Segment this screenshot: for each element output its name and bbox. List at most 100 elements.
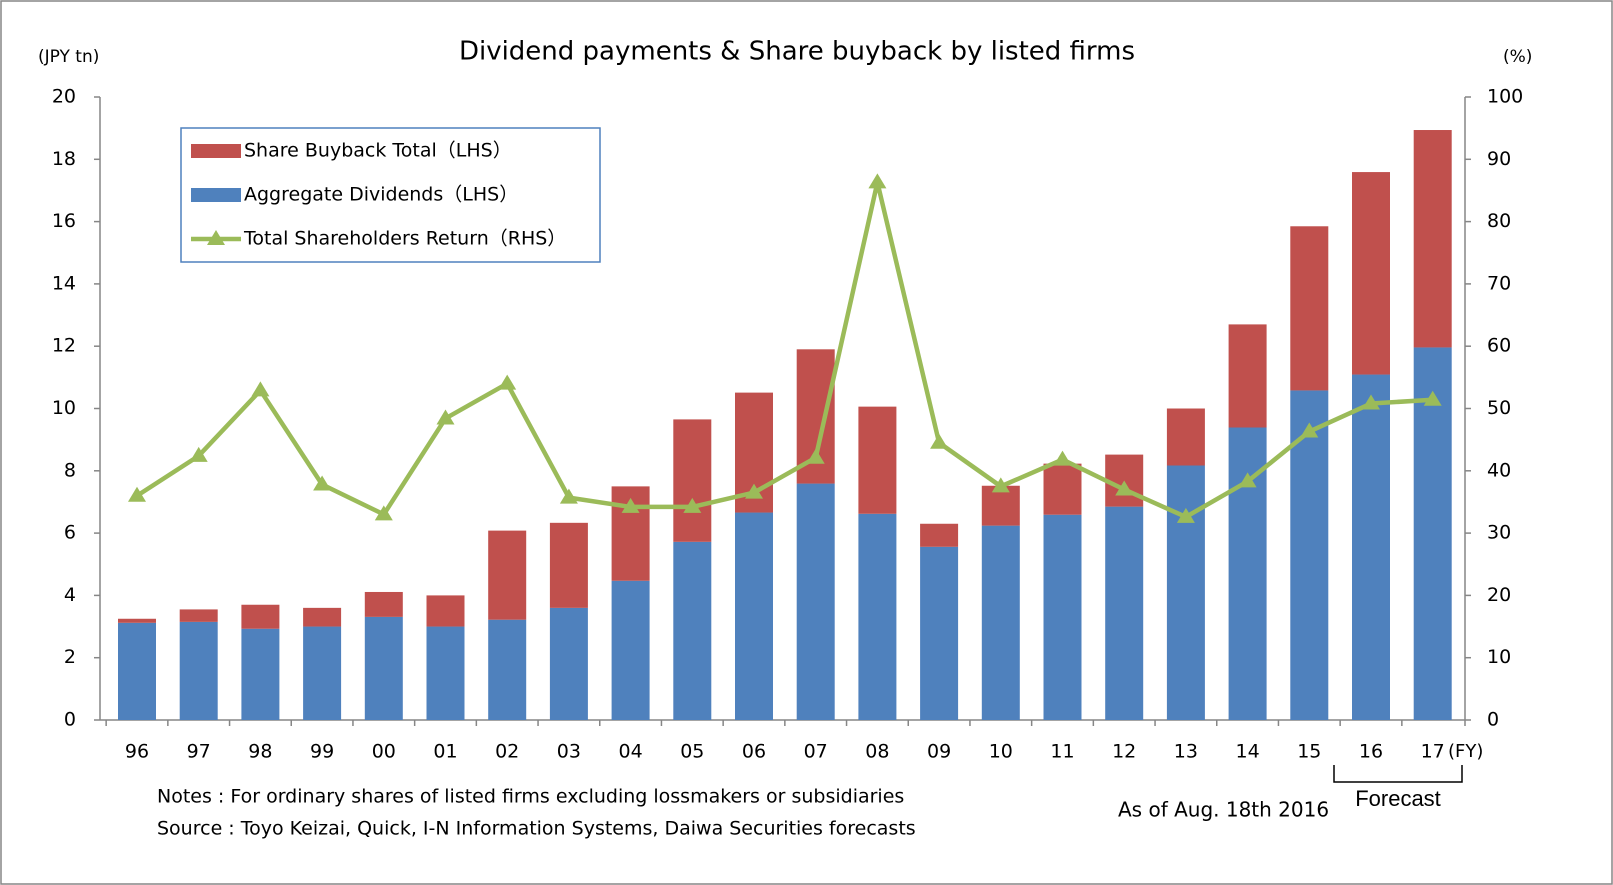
y-tick-label: 2 (64, 646, 76, 668)
bar (1043, 463, 1082, 515)
bar (241, 604, 280, 629)
legend-swatch (191, 144, 241, 158)
forecast-label: Forecast (1355, 786, 1441, 811)
y-tick-label: 16 (52, 210, 76, 232)
bar (179, 621, 218, 720)
marker (1362, 394, 1380, 410)
bar (1105, 506, 1144, 720)
y2-tick-label: 100 (1487, 86, 1523, 108)
bar (673, 541, 712, 720)
marker (251, 381, 270, 397)
legend-swatch (191, 188, 241, 202)
x-tick-label: 05 (680, 741, 704, 763)
note: Notes : For ordinary shares of listed fi… (157, 786, 904, 808)
y2-axis-label: (%) (1503, 47, 1532, 67)
marker (745, 483, 763, 499)
marker (930, 433, 949, 449)
x-unit: (FY) (1448, 741, 1483, 762)
marker (1423, 390, 1442, 406)
marker (1300, 422, 1319, 438)
bar (920, 546, 959, 720)
x-tick-label: 09 (927, 741, 951, 763)
bar (1352, 374, 1390, 720)
bar (1290, 390, 1329, 720)
y2-tick-label: 10 (1487, 646, 1511, 668)
bar (549, 522, 588, 608)
bar (673, 419, 712, 542)
x-tick-label: 01 (433, 741, 457, 763)
marker (498, 374, 517, 390)
x-tick-label: 08 (865, 741, 889, 763)
y2-tick-label: 60 (1487, 335, 1511, 357)
y-axis-label: (JPY tn) (38, 47, 99, 67)
bar (981, 485, 1020, 526)
marker (683, 497, 702, 513)
bar (1352, 172, 1390, 375)
marker (806, 448, 825, 464)
bar (364, 591, 403, 617)
note: Source : Toyo Keizai, Quick, I-N Informa… (157, 818, 916, 840)
y-tick-label: 0 (64, 709, 76, 731)
marker (189, 446, 208, 462)
y-tick-label: 4 (64, 584, 76, 606)
bar (549, 607, 588, 720)
y2-tick-label: 30 (1487, 522, 1511, 544)
marker (868, 173, 887, 189)
y2-tick-label: 50 (1487, 397, 1511, 419)
forecast-bracket (1333, 765, 1463, 783)
legend-label: Share Buyback Total（LHS） (244, 140, 512, 162)
x-tick-label: 17 (1421, 741, 1445, 763)
x-tick-label: 06 (742, 741, 766, 763)
y2-tick-label: 80 (1487, 210, 1511, 232)
marker (1238, 472, 1257, 488)
marker (128, 486, 146, 502)
bar (1043, 514, 1082, 720)
x-tick-label: 02 (495, 741, 519, 763)
x-tick-label: 13 (1174, 741, 1198, 763)
y2-tick-label: 90 (1487, 148, 1511, 170)
bar (858, 513, 897, 720)
x-tick-label: 15 (1297, 741, 1321, 763)
line (135, 180, 1433, 520)
x-tick-label: 00 (372, 741, 396, 763)
y-tick-label: 12 (52, 335, 76, 357)
y2-tick-label: 40 (1487, 459, 1511, 481)
y-tick-label: 14 (52, 272, 76, 294)
x-tick-label: 97 (187, 741, 211, 763)
x-tick-label: 16 (1359, 741, 1383, 763)
x-tick-label: 98 (248, 741, 272, 763)
legend-swatch (207, 230, 225, 245)
legend-box (180, 127, 601, 263)
bar (488, 619, 527, 720)
y-tick-label: 10 (52, 397, 76, 419)
bar (241, 628, 280, 720)
bar (426, 626, 465, 720)
bar (1228, 324, 1267, 428)
marker (991, 477, 1010, 493)
marker (374, 505, 393, 521)
bar (426, 595, 465, 627)
bar (981, 525, 1020, 720)
y-tick-label: 20 (52, 86, 76, 108)
y2-tick-label: 0 (1487, 709, 1499, 731)
y-tick-label: 6 (64, 522, 76, 544)
x-tick-label: 12 (1112, 741, 1136, 763)
bar (179, 609, 218, 622)
marker (559, 488, 578, 504)
y2-tick-label: 70 (1487, 272, 1511, 294)
marker (1053, 450, 1072, 466)
marker (1176, 507, 1195, 523)
x-tick-label: 14 (1236, 741, 1260, 763)
bar (488, 530, 527, 620)
as-of: As of Aug. 18th 2016 (1118, 798, 1329, 822)
chart-title: Dividend payments & Share buyback by lis… (459, 37, 1135, 67)
x-tick-label: 03 (557, 741, 581, 763)
bar (611, 580, 650, 720)
x-tick-label: 04 (619, 741, 643, 763)
marker (436, 409, 455, 425)
marker (1115, 480, 1134, 496)
bar (118, 618, 156, 623)
bar (1413, 347, 1452, 720)
x-tick-label: 96 (125, 741, 149, 763)
